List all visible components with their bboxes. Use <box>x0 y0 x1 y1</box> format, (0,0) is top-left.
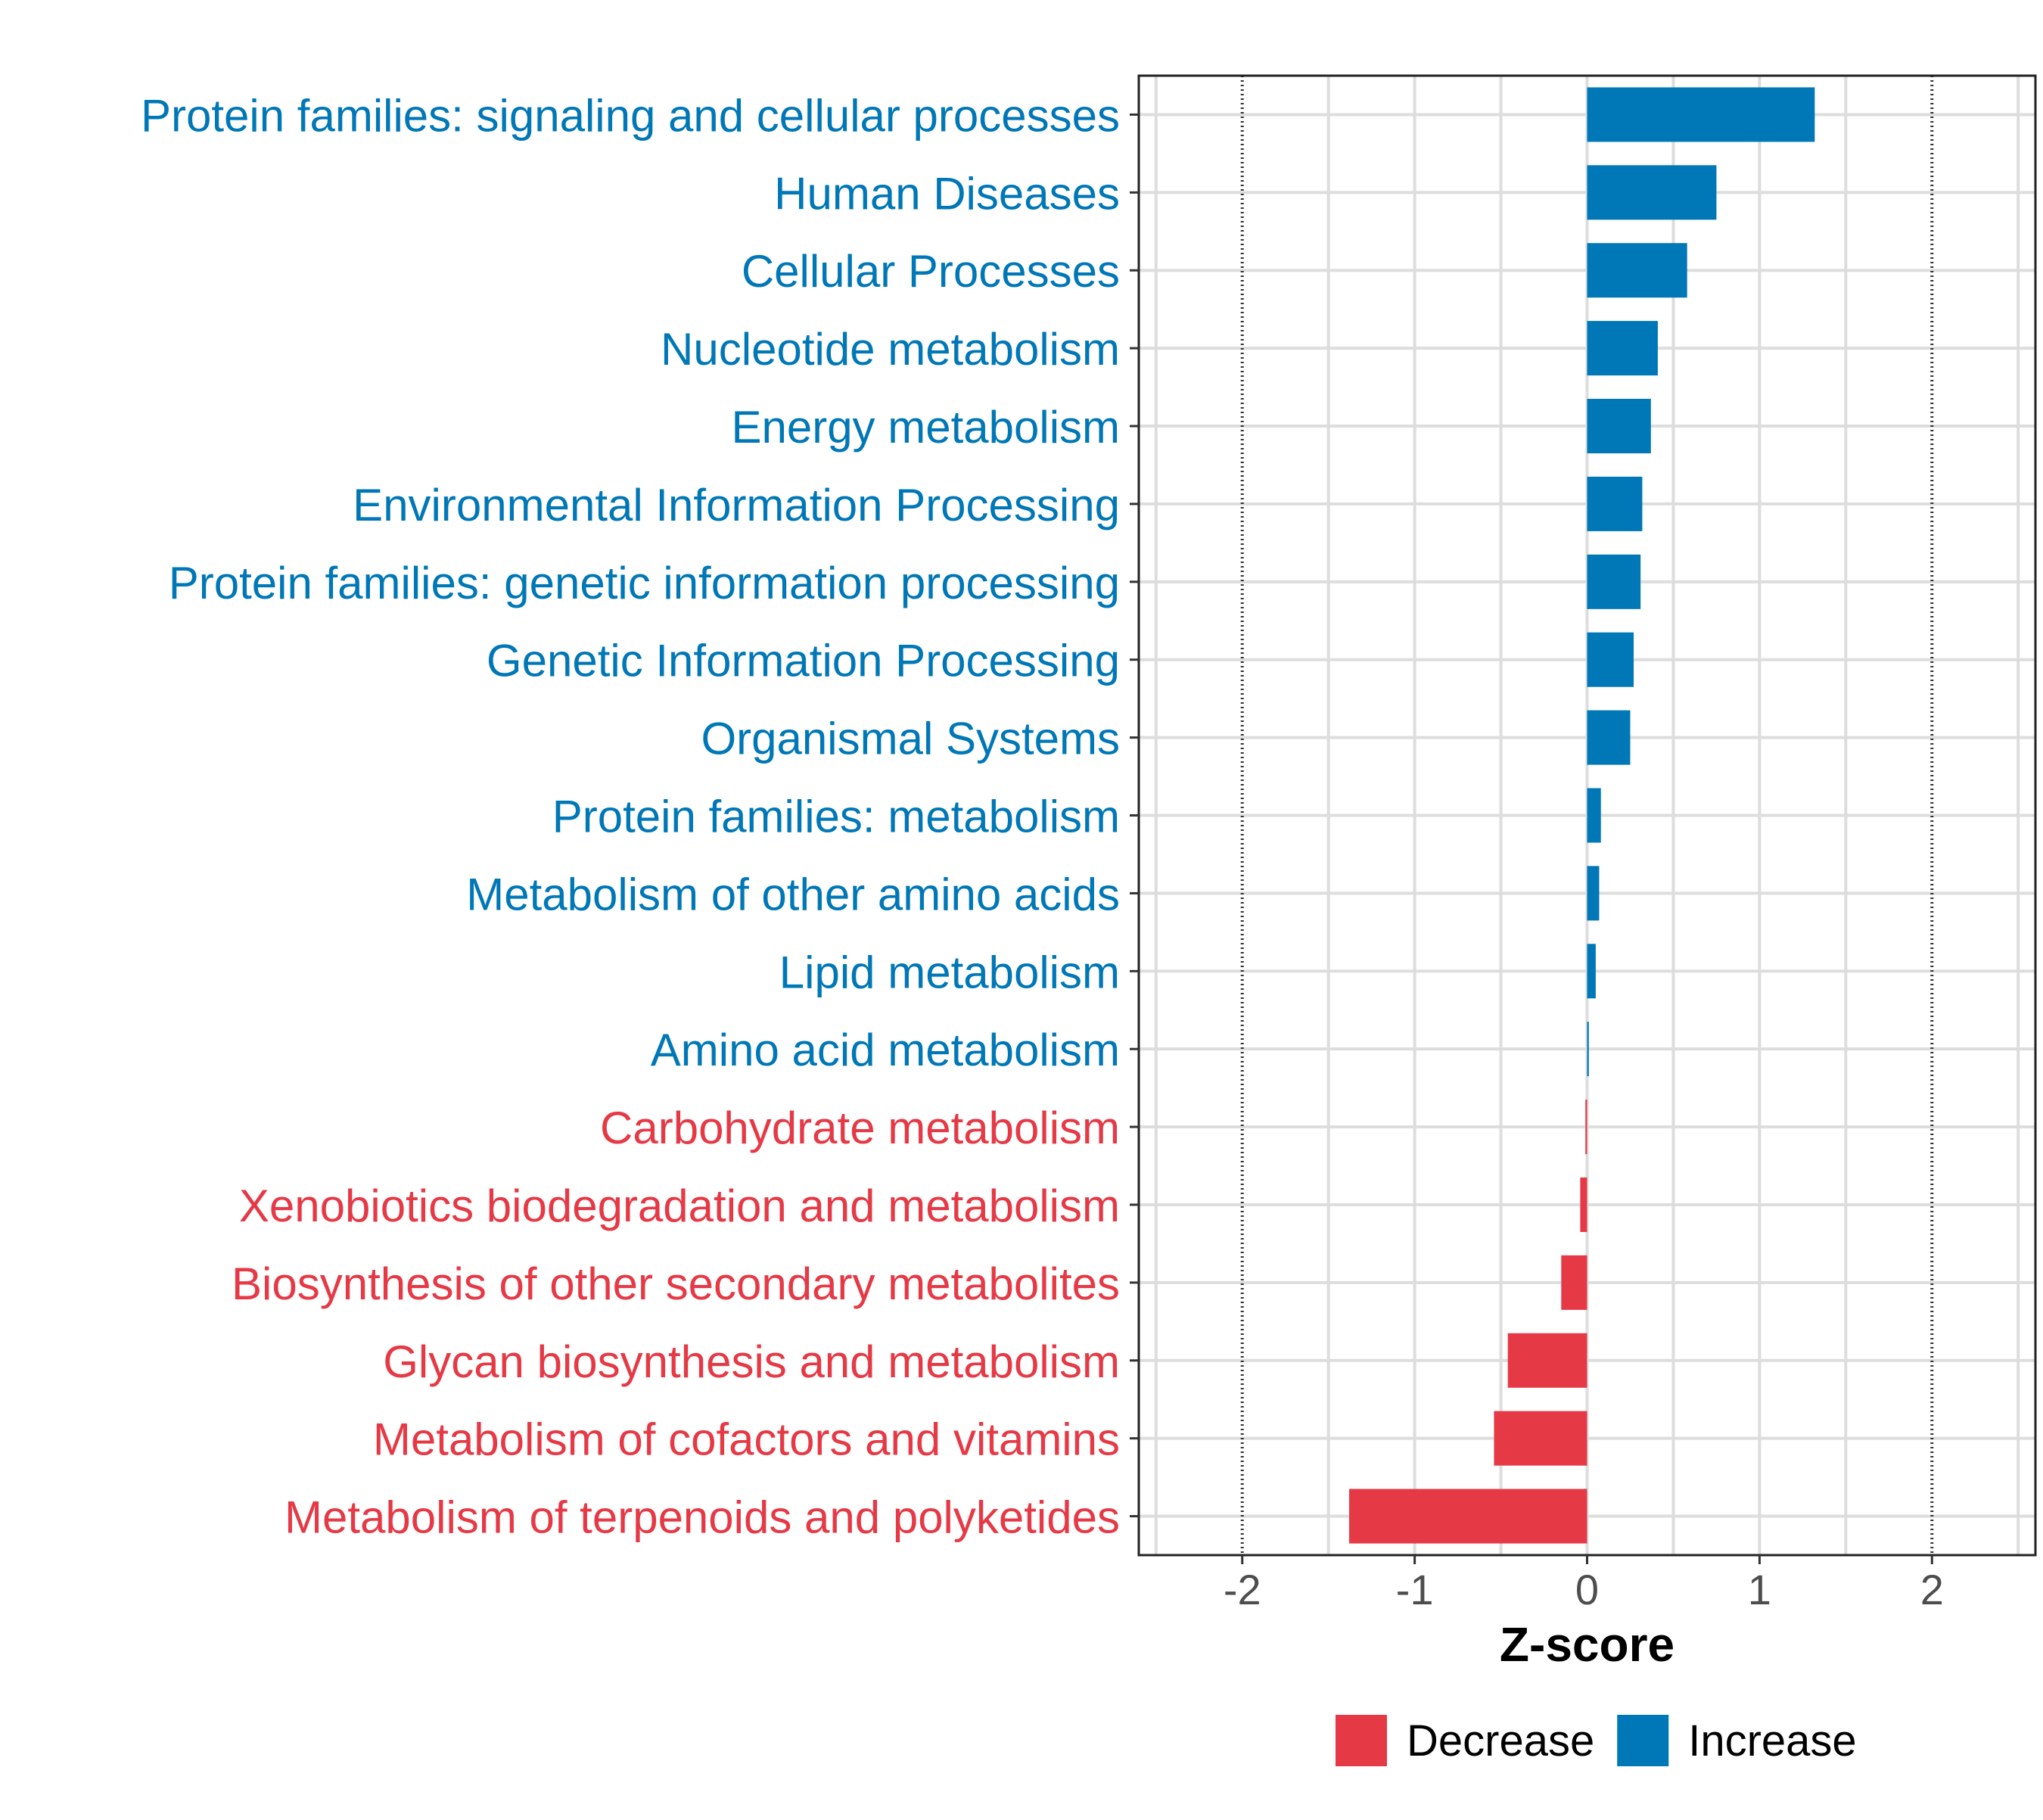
x-tick-label: 1 <box>1748 1566 1771 1613</box>
bar-increase <box>1587 243 1687 298</box>
category-label: Biosynthesis of other secondary metaboli… <box>232 1258 1120 1309</box>
legend-label-decrease: Decrease <box>1407 1716 1594 1766</box>
x-tick-label: 0 <box>1575 1566 1599 1613</box>
bar-decrease <box>1580 1177 1587 1232</box>
legend: Decrease Increase <box>1336 1715 1857 1766</box>
category-label: Genetic Information Processing <box>487 636 1120 686</box>
bar-increase <box>1587 165 1717 220</box>
x-axis: -2 -1 0 1 2 <box>1224 1555 1944 1613</box>
bar-increase <box>1587 476 1643 531</box>
bar-increase <box>1587 788 1601 843</box>
bar-increase <box>1587 944 1596 999</box>
legend-swatch-decrease <box>1336 1715 1387 1766</box>
bar-increase <box>1587 554 1641 609</box>
bar-decrease <box>1585 1100 1587 1155</box>
category-label: Human Diseases <box>774 168 1120 219</box>
bar-increase <box>1587 710 1631 765</box>
category-label: Metabolism of other amino acids <box>466 869 1120 919</box>
legend-label-increase: Increase <box>1688 1716 1856 1766</box>
category-label: Xenobiotics biodegradation and metabolis… <box>239 1181 1120 1231</box>
bar-increase <box>1587 866 1600 921</box>
bar-decrease <box>1494 1411 1587 1466</box>
category-label: Cellular Processes <box>742 246 1120 297</box>
category-label: Lipid metabolism <box>779 947 1120 997</box>
x-tick-label: -2 <box>1224 1566 1261 1613</box>
category-label: Amino acid metabolism <box>651 1025 1120 1075</box>
bar-decrease <box>1507 1333 1587 1388</box>
bar-increase <box>1587 321 1658 376</box>
category-label: Glycan biosynthesis and metabolism <box>383 1336 1120 1387</box>
bar-increase <box>1587 87 1815 142</box>
bar-layer <box>1349 87 1815 1544</box>
x-tick-label: -1 <box>1396 1566 1434 1613</box>
category-label: Protein families: signaling and cellular… <box>141 90 1120 141</box>
category-label: Metabolism of cofactors and vitamins <box>373 1414 1120 1465</box>
bar-increase <box>1587 1022 1589 1077</box>
legend-swatch-increase <box>1617 1715 1669 1766</box>
bar-decrease <box>1561 1255 1587 1310</box>
reference-line-layer <box>1240 76 1934 1555</box>
category-label: Metabolism of terpenoids and polyketides <box>285 1492 1120 1543</box>
bar-increase <box>1587 632 1634 687</box>
bar-increase <box>1587 399 1651 454</box>
category-label: Energy metabolism <box>731 402 1120 453</box>
bar-decrease <box>1349 1489 1587 1544</box>
category-label: Nucleotide metabolism <box>661 324 1120 375</box>
x-axis-title: Z-score <box>1500 1617 1675 1672</box>
x-tick-label: 2 <box>1920 1566 1944 1613</box>
category-label: Organismal Systems <box>701 714 1120 764</box>
category-label: Protein families: genetic information pr… <box>169 558 1120 608</box>
category-label: Carbohydrate metabolism <box>600 1103 1120 1153</box>
y-axis: Protein families: signaling and cellular… <box>141 90 1139 1543</box>
category-label: Environmental Information Processing <box>353 480 1120 530</box>
category-label: Protein families: metabolism <box>552 792 1120 842</box>
